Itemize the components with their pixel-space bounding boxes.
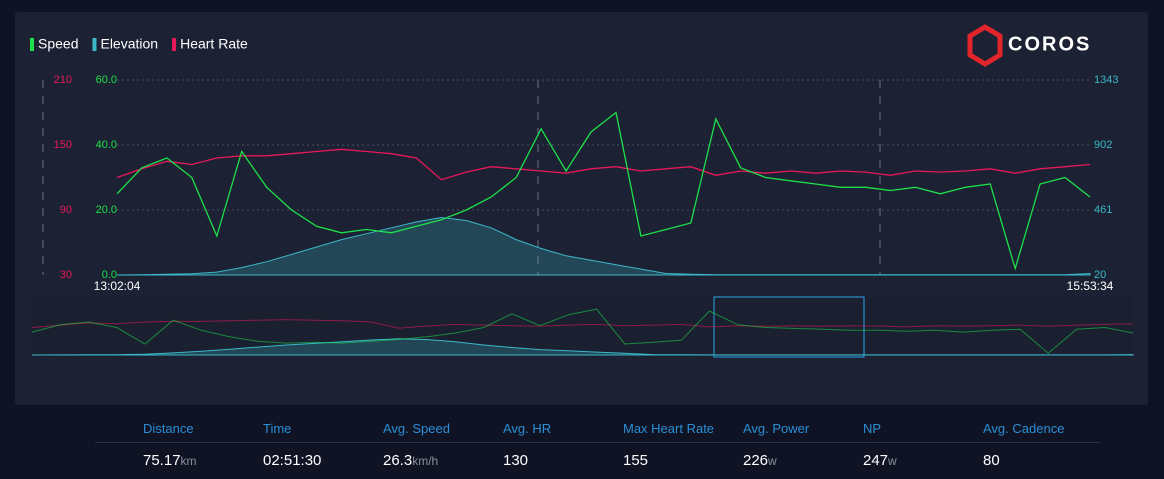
stat-value-group: 130 <box>503 452 528 469</box>
stat: Avg. Speed 26.3km/h <box>383 420 450 469</box>
y2-tick-label: 20 <box>1094 269 1106 281</box>
y3-tick-label: 210 <box>54 74 72 86</box>
x-tick-label: 13:02:04 <box>94 279 141 293</box>
y-tick-label: 20.0 <box>96 204 117 216</box>
stat-label: Avg. Cadence <box>983 421 1065 436</box>
y3-tick-label: 30 <box>60 269 72 281</box>
stat-value-group: 02:51:30 <box>263 452 321 469</box>
stat-value: 75.17 <box>143 452 181 469</box>
stat: Time 02:51:30 <box>263 420 321 469</box>
series-line <box>116 148 1091 181</box>
y-tick-label: 40.0 <box>96 139 117 151</box>
stat-value: 247 <box>863 452 889 469</box>
stat-label: Avg. Speed <box>383 421 450 436</box>
stat: Avg. Power 226w <box>743 420 810 469</box>
legend-label: Heart Rate <box>180 36 248 52</box>
stat-unit: km/h <box>412 454 439 468</box>
stat-value-group: 26.3km/h <box>383 452 438 469</box>
stat-value: 80 <box>983 452 1000 469</box>
stat: Max Heart Rate 155 <box>623 420 715 469</box>
stat-value: 155 <box>623 452 649 469</box>
stat-label: Avg. Power <box>743 421 810 436</box>
stat-unit: km <box>180 454 197 468</box>
stat: Distance 75.17km <box>143 420 197 469</box>
stats-divider <box>95 442 1100 443</box>
stat-label: Max Heart Rate <box>623 421 715 436</box>
y2-tick-label: 902 <box>1094 139 1112 151</box>
y3-tick-label: 150 <box>54 139 72 151</box>
stat: Avg. Cadence 80 <box>983 420 1065 469</box>
legend-swatch <box>172 38 177 51</box>
legend-swatch <box>30 38 34 51</box>
stat-unit: w <box>888 454 897 468</box>
stat: Avg. HR 130 <box>503 420 552 469</box>
logo-text: COROS <box>1008 33 1091 55</box>
stat-label: NP <box>863 421 882 436</box>
legend-swatch <box>92 38 97 51</box>
stat-value-group: 247w <box>863 452 897 469</box>
stat-value: 130 <box>503 452 529 469</box>
stat-value-group: 155 <box>623 452 648 469</box>
overview <box>32 297 1133 357</box>
series-line <box>31 319 1134 329</box>
x-tick-label: 15:53:34 <box>1067 279 1114 293</box>
stat-value-group: 80 <box>983 452 1000 469</box>
stat-value-group: 226w <box>743 452 777 469</box>
elevation-area <box>31 338 1134 356</box>
stat-unit: w <box>768 454 777 468</box>
stat-label: Time <box>263 421 292 436</box>
elevation-area <box>116 216 1091 276</box>
stat: NP 247w <box>863 420 897 469</box>
stat-value-group: 75.17km <box>143 452 197 469</box>
stat-value: 02:51:30 <box>263 452 322 469</box>
stat-value: 226 <box>743 452 769 469</box>
y3-tick-label: 90 <box>60 204 72 216</box>
logo: COROS <box>967 24 1091 67</box>
y-tick-label: 60.0 <box>96 74 117 86</box>
chart: COROS 0.0 20.0 40.0 60.0 20 461 902 1343 30 90 150… <box>15 12 1148 405</box>
stat-value: 26.3 <box>383 452 413 469</box>
legend-label: Elevation <box>100 36 158 52</box>
series-line <box>31 308 1134 354</box>
y2-tick-label: 461 <box>1094 204 1112 216</box>
series-line <box>116 111 1091 271</box>
stat-label: Avg. HR <box>503 421 552 436</box>
legend-label: Speed <box>38 36 78 52</box>
y-tick-label: 0.0 <box>102 269 117 281</box>
stat-label: Distance <box>143 421 194 436</box>
y2-tick-label: 1343 <box>1094 74 1118 86</box>
